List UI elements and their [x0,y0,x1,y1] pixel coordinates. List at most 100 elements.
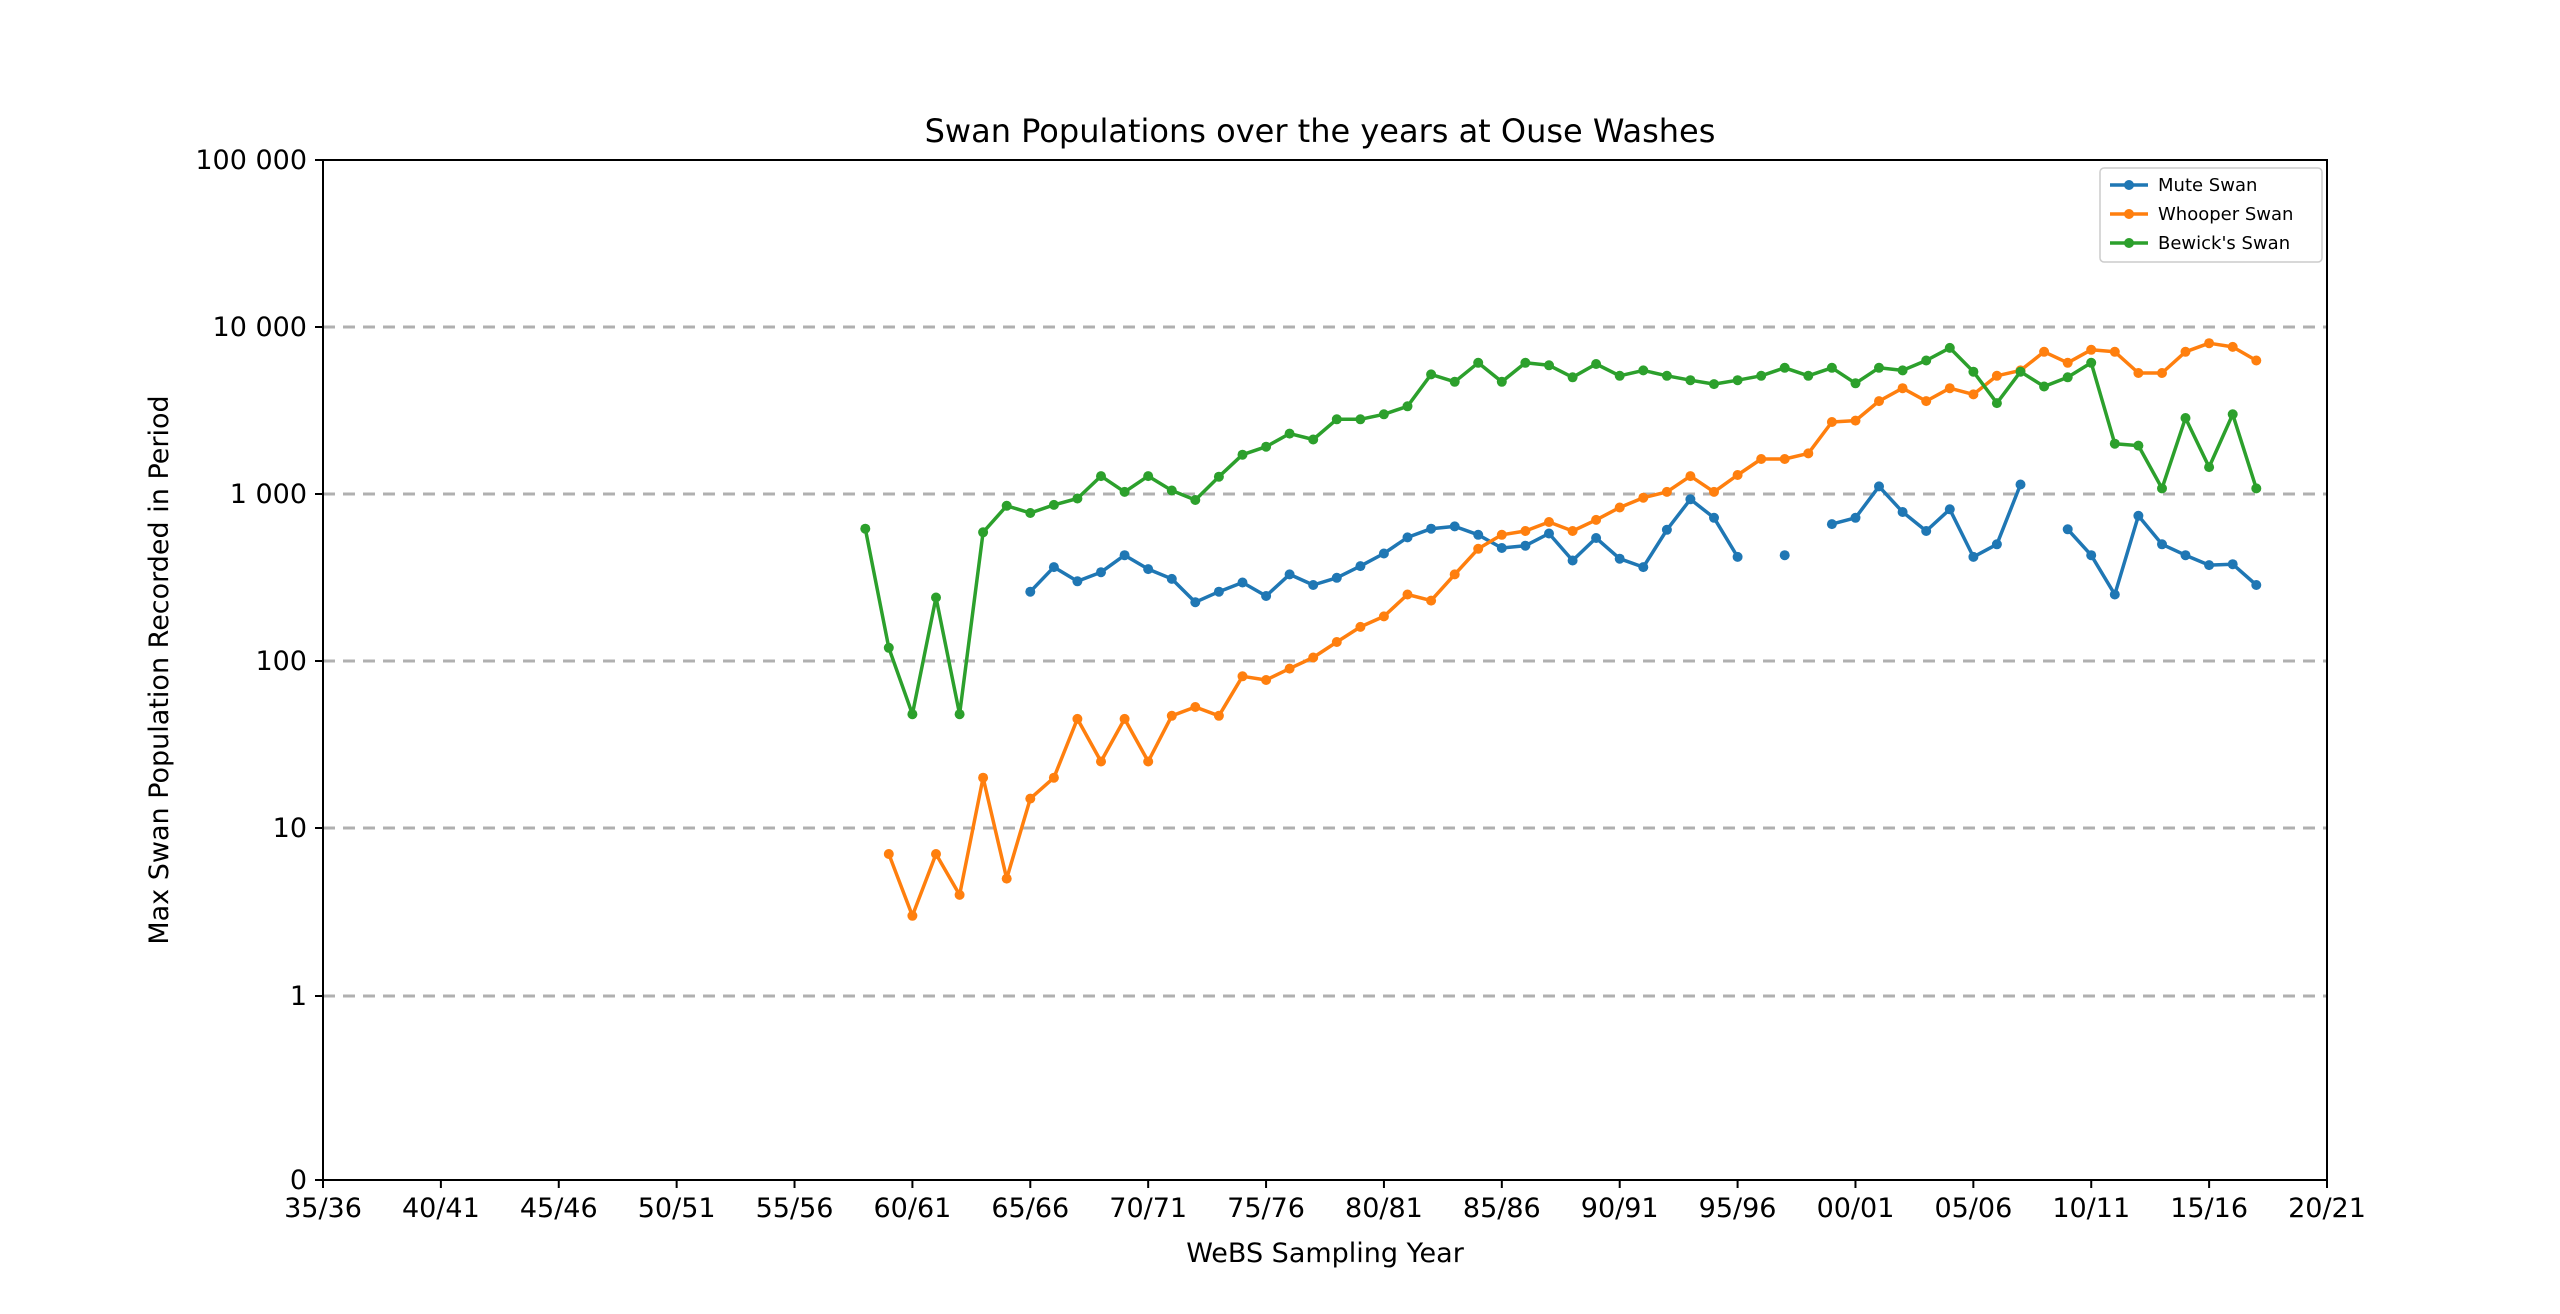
data-point [1025,508,1036,518]
data-point [2086,550,2097,561]
data-point [2157,368,2167,378]
data-point [1308,434,1319,445]
data-point [1897,383,1908,394]
data-point [1944,342,1955,353]
data-point [1991,370,2002,381]
data-point [1544,360,1554,371]
data-point [1237,671,1248,682]
data-point [1190,597,1201,608]
data-point [1402,532,1413,543]
x-tick-label: 10/11 [2052,1193,2130,1224]
data-point [1331,637,1342,647]
data-point [1520,357,1531,368]
data-point [1732,551,1743,562]
x-tick-label: 40/41 [402,1193,480,1224]
chart-title: Swan Populations over the years at Ouse … [925,112,1716,150]
data-point [2109,346,2120,357]
data-point [907,910,918,921]
x-tick-label: 55/56 [756,1193,834,1224]
data-point [1331,414,1342,425]
data-point [1991,539,2002,550]
data-point [1968,389,1979,400]
data-point [1638,365,1649,376]
data-point [1378,611,1389,622]
data-point [1544,528,1554,539]
legend-marker [2124,238,2134,248]
data-point [2180,550,2191,561]
data-point [1685,375,1696,386]
data-point [1897,507,1908,517]
data-point [1591,359,1602,369]
x-axis-label: WeBS Sampling Year [1186,1238,1465,1269]
x-axis: 35/36 40/41 45/46 50/51 55/56 60/61 65/66 70/71… [284,1180,2366,1224]
data-point [1591,514,1602,525]
data-point [1072,576,1083,587]
data-point [1143,756,1154,767]
data-point [1355,621,1366,632]
data-point [1756,454,1767,464]
data-point [1685,494,1696,505]
x-tick-label: 20/21 [2288,1193,2366,1224]
series-lines [860,338,2262,921]
data-point [1261,591,1272,601]
data-point [1402,401,1413,412]
data-point [1779,362,1790,373]
data-point [1119,713,1130,724]
data-point [2204,338,2215,349]
y-tick-label: 0 [290,1165,307,1196]
data-point [2039,346,2050,357]
data-point [1850,415,1861,426]
data-point [2180,346,2191,357]
y-axis-label: Max Swan Population Recorded in Period [144,395,175,944]
data-point [1614,370,1625,381]
data-point [978,772,989,783]
x-tick-label: 75/76 [1227,1193,1305,1224]
data-point [1426,523,1437,534]
x-tick-label: 70/71 [1109,1193,1187,1224]
data-point [1261,441,1272,452]
data-point [1048,499,1059,510]
data-point [1378,548,1389,559]
data-point [1284,428,1295,439]
data-point [1921,396,1932,407]
data-point [1661,486,1672,497]
data-point [1355,414,1366,425]
data-point [978,527,989,538]
data-point [1378,409,1389,420]
data-point [1308,580,1319,590]
data-point [1826,417,1837,427]
data-point [1166,573,1177,584]
data-point [1850,512,1861,523]
data-point [1119,486,1130,497]
data-point [2062,357,2073,368]
data-point [1567,555,1578,566]
data-point [1709,379,1719,390]
data-point [2204,462,2215,473]
data-point [1991,398,2002,409]
x-tick-label: 45/46 [520,1193,598,1224]
data-point [883,642,894,653]
data-point [1449,521,1460,532]
data-point [1426,595,1437,606]
data-point [2086,344,2097,355]
data-point [1048,562,1059,573]
x-tick-label: 85/86 [1463,1193,1541,1224]
series-line [887,341,2258,918]
data-point [1096,567,1106,578]
series-bewick-s-swan [860,342,2262,720]
y-tick-label: 100 [255,646,307,677]
data-point [1001,873,1012,884]
y-tick-label: 10 000 [213,312,307,343]
data-point [2251,580,2262,590]
plot-frame [322,159,2328,1181]
data-point [2180,413,2191,423]
legend-label: Whooper Swan [2158,204,2293,225]
data-point [1473,543,1484,554]
gridlines [323,325,2327,998]
data-point [1614,553,1625,564]
data-point [1921,526,1932,536]
legend: Mute Swan Whooper Swan Bewick's Swan [2099,167,2323,263]
data-point [1096,756,1106,767]
data-point [1143,471,1154,482]
